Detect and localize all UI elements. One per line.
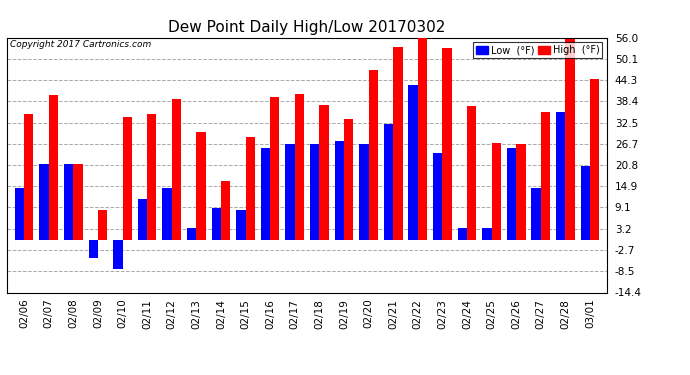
Bar <box>344 119 353 240</box>
Legend: Low  (°F), High  (°F): Low (°F), High (°F) <box>473 42 602 58</box>
Bar <box>457 228 467 240</box>
Bar <box>531 188 541 240</box>
Bar <box>172 99 181 240</box>
Bar <box>88 240 98 258</box>
Bar <box>261 148 270 240</box>
Bar <box>236 210 246 240</box>
Bar <box>556 112 565 240</box>
Bar <box>246 137 255 240</box>
Bar <box>393 46 402 240</box>
Bar <box>98 210 107 240</box>
Bar <box>408 85 417 240</box>
Bar <box>162 188 172 240</box>
Bar <box>221 181 230 240</box>
Bar <box>442 48 452 240</box>
Bar <box>14 188 24 240</box>
Bar <box>359 144 368 240</box>
Bar <box>541 112 550 240</box>
Bar <box>467 106 476 240</box>
Bar <box>24 114 34 240</box>
Bar <box>590 79 600 240</box>
Bar <box>197 132 206 240</box>
Bar <box>368 70 378 240</box>
Bar <box>147 114 157 240</box>
Bar <box>73 164 83 240</box>
Bar <box>212 208 221 240</box>
Bar <box>123 117 132 240</box>
Bar <box>482 228 491 240</box>
Bar <box>64 164 73 240</box>
Bar <box>310 144 319 240</box>
Bar <box>433 153 442 240</box>
Bar <box>49 96 58 240</box>
Bar <box>335 141 344 240</box>
Bar <box>270 97 279 240</box>
Bar <box>319 105 328 240</box>
Bar <box>417 34 427 240</box>
Title: Dew Point Daily High/Low 20170302: Dew Point Daily High/Low 20170302 <box>168 20 446 35</box>
Bar <box>286 144 295 240</box>
Bar <box>565 39 575 240</box>
Bar <box>580 166 590 240</box>
Bar <box>138 199 147 240</box>
Bar <box>187 228 197 240</box>
Bar <box>516 144 526 240</box>
Bar <box>491 142 501 240</box>
Bar <box>113 240 123 269</box>
Bar <box>384 124 393 240</box>
Bar <box>39 164 49 240</box>
Text: Copyright 2017 Cartronics.com: Copyright 2017 Cartronics.com <box>10 40 151 49</box>
Bar <box>507 148 516 240</box>
Bar <box>295 94 304 240</box>
